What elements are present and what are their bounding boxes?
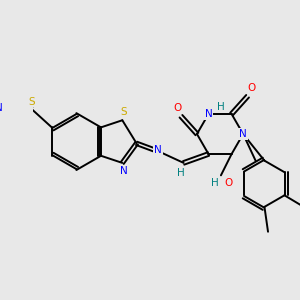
Text: N: N xyxy=(154,146,162,155)
Text: H: H xyxy=(211,178,219,188)
Text: N: N xyxy=(205,109,212,119)
Text: H: H xyxy=(177,168,185,178)
Text: O: O xyxy=(173,103,181,113)
Text: O: O xyxy=(247,83,255,93)
Text: H: H xyxy=(217,102,225,112)
Text: N: N xyxy=(239,129,247,139)
Text: N: N xyxy=(0,103,2,113)
Text: N: N xyxy=(120,166,128,176)
Text: O: O xyxy=(224,178,232,188)
Text: S: S xyxy=(121,107,128,117)
Text: S: S xyxy=(28,97,34,106)
